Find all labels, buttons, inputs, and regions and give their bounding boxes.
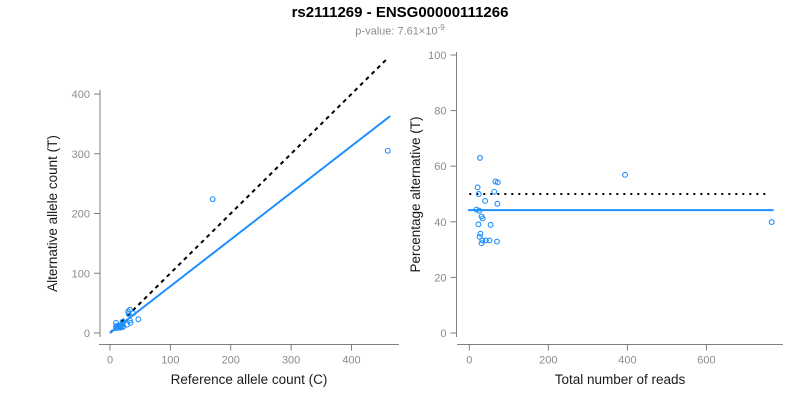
x-tick-label: 200 — [222, 355, 240, 367]
percentage-panel: 0 200 400 600 0 20 40 60 80 100 Total number of re… — [408, 50, 783, 387]
y-axis-title: Percentage alternative (T) — [408, 116, 423, 272]
y-tick-label: 80 — [434, 106, 446, 118]
y-tick-label: 100 — [72, 268, 90, 280]
y-tick-label: 0 — [84, 328, 90, 340]
data-point — [494, 179, 501, 186]
data-point — [209, 196, 216, 203]
allele-counts-panel: 0 100 200 300 400 0 100 200 300 400 Reference alle… — [45, 57, 399, 387]
data-point — [622, 171, 628, 178]
data-point — [384, 147, 391, 154]
data-point — [129, 310, 136, 317]
y-axis-title: Alternative allele count (T) — [45, 135, 60, 292]
y-tick-label: 400 — [72, 89, 90, 101]
y-tick-label: 0 — [440, 328, 446, 340]
x-tick-label: 100 — [161, 355, 179, 367]
y-tick-label: 40 — [434, 217, 446, 229]
data-point — [127, 319, 134, 326]
x-tick-label: 200 — [539, 355, 557, 367]
data-point — [482, 237, 489, 244]
y-tick-label: 20 — [434, 272, 446, 284]
data-point — [477, 154, 483, 161]
data-point — [768, 219, 775, 226]
x-tick-label: 400 — [618, 355, 636, 367]
data-point — [482, 198, 489, 204]
x-tick-label: 600 — [697, 355, 715, 367]
data-point — [477, 230, 484, 237]
data-point — [119, 324, 126, 330]
data-point — [474, 184, 481, 191]
y-tick-label: 300 — [72, 149, 90, 161]
data-point — [478, 240, 485, 247]
x-axis-title: Reference allele count (C) — [171, 372, 328, 387]
data-point — [479, 237, 486, 244]
pvalue-text: p-value: 7.61×10 — [355, 25, 438, 38]
y-tick-label: 100 — [428, 50, 446, 62]
data-point — [476, 233, 483, 240]
x-tick-label: 300 — [282, 355, 300, 367]
y-tick-label: 60 — [434, 161, 446, 173]
data-point — [487, 221, 494, 228]
fit-line — [109, 115, 391, 334]
x-tick-label: 0 — [466, 355, 472, 367]
data-point — [486, 237, 493, 244]
data-point — [475, 221, 482, 228]
figure-subtitle: p-value: 7.61×10-9 — [0, 23, 800, 38]
pvalue-exponent: -9 — [437, 23, 445, 32]
identity-line — [109, 57, 389, 334]
data-point — [475, 191, 482, 197]
data-point — [135, 316, 142, 323]
data-point — [494, 238, 500, 245]
data-point — [117, 324, 124, 331]
data-point — [126, 317, 133, 324]
x-tick-label: 400 — [342, 355, 360, 367]
x-tick-label: 0 — [107, 355, 113, 367]
data-point — [479, 215, 486, 222]
data-point — [494, 200, 501, 207]
data-point — [476, 207, 483, 214]
figure-title: rs2111269 - ENSG00000111266 — [291, 4, 509, 21]
y-tick-label: 200 — [72, 209, 90, 221]
data-point — [491, 188, 498, 195]
x-axis-title: Total number of reads — [555, 372, 686, 387]
data-point — [473, 206, 480, 213]
